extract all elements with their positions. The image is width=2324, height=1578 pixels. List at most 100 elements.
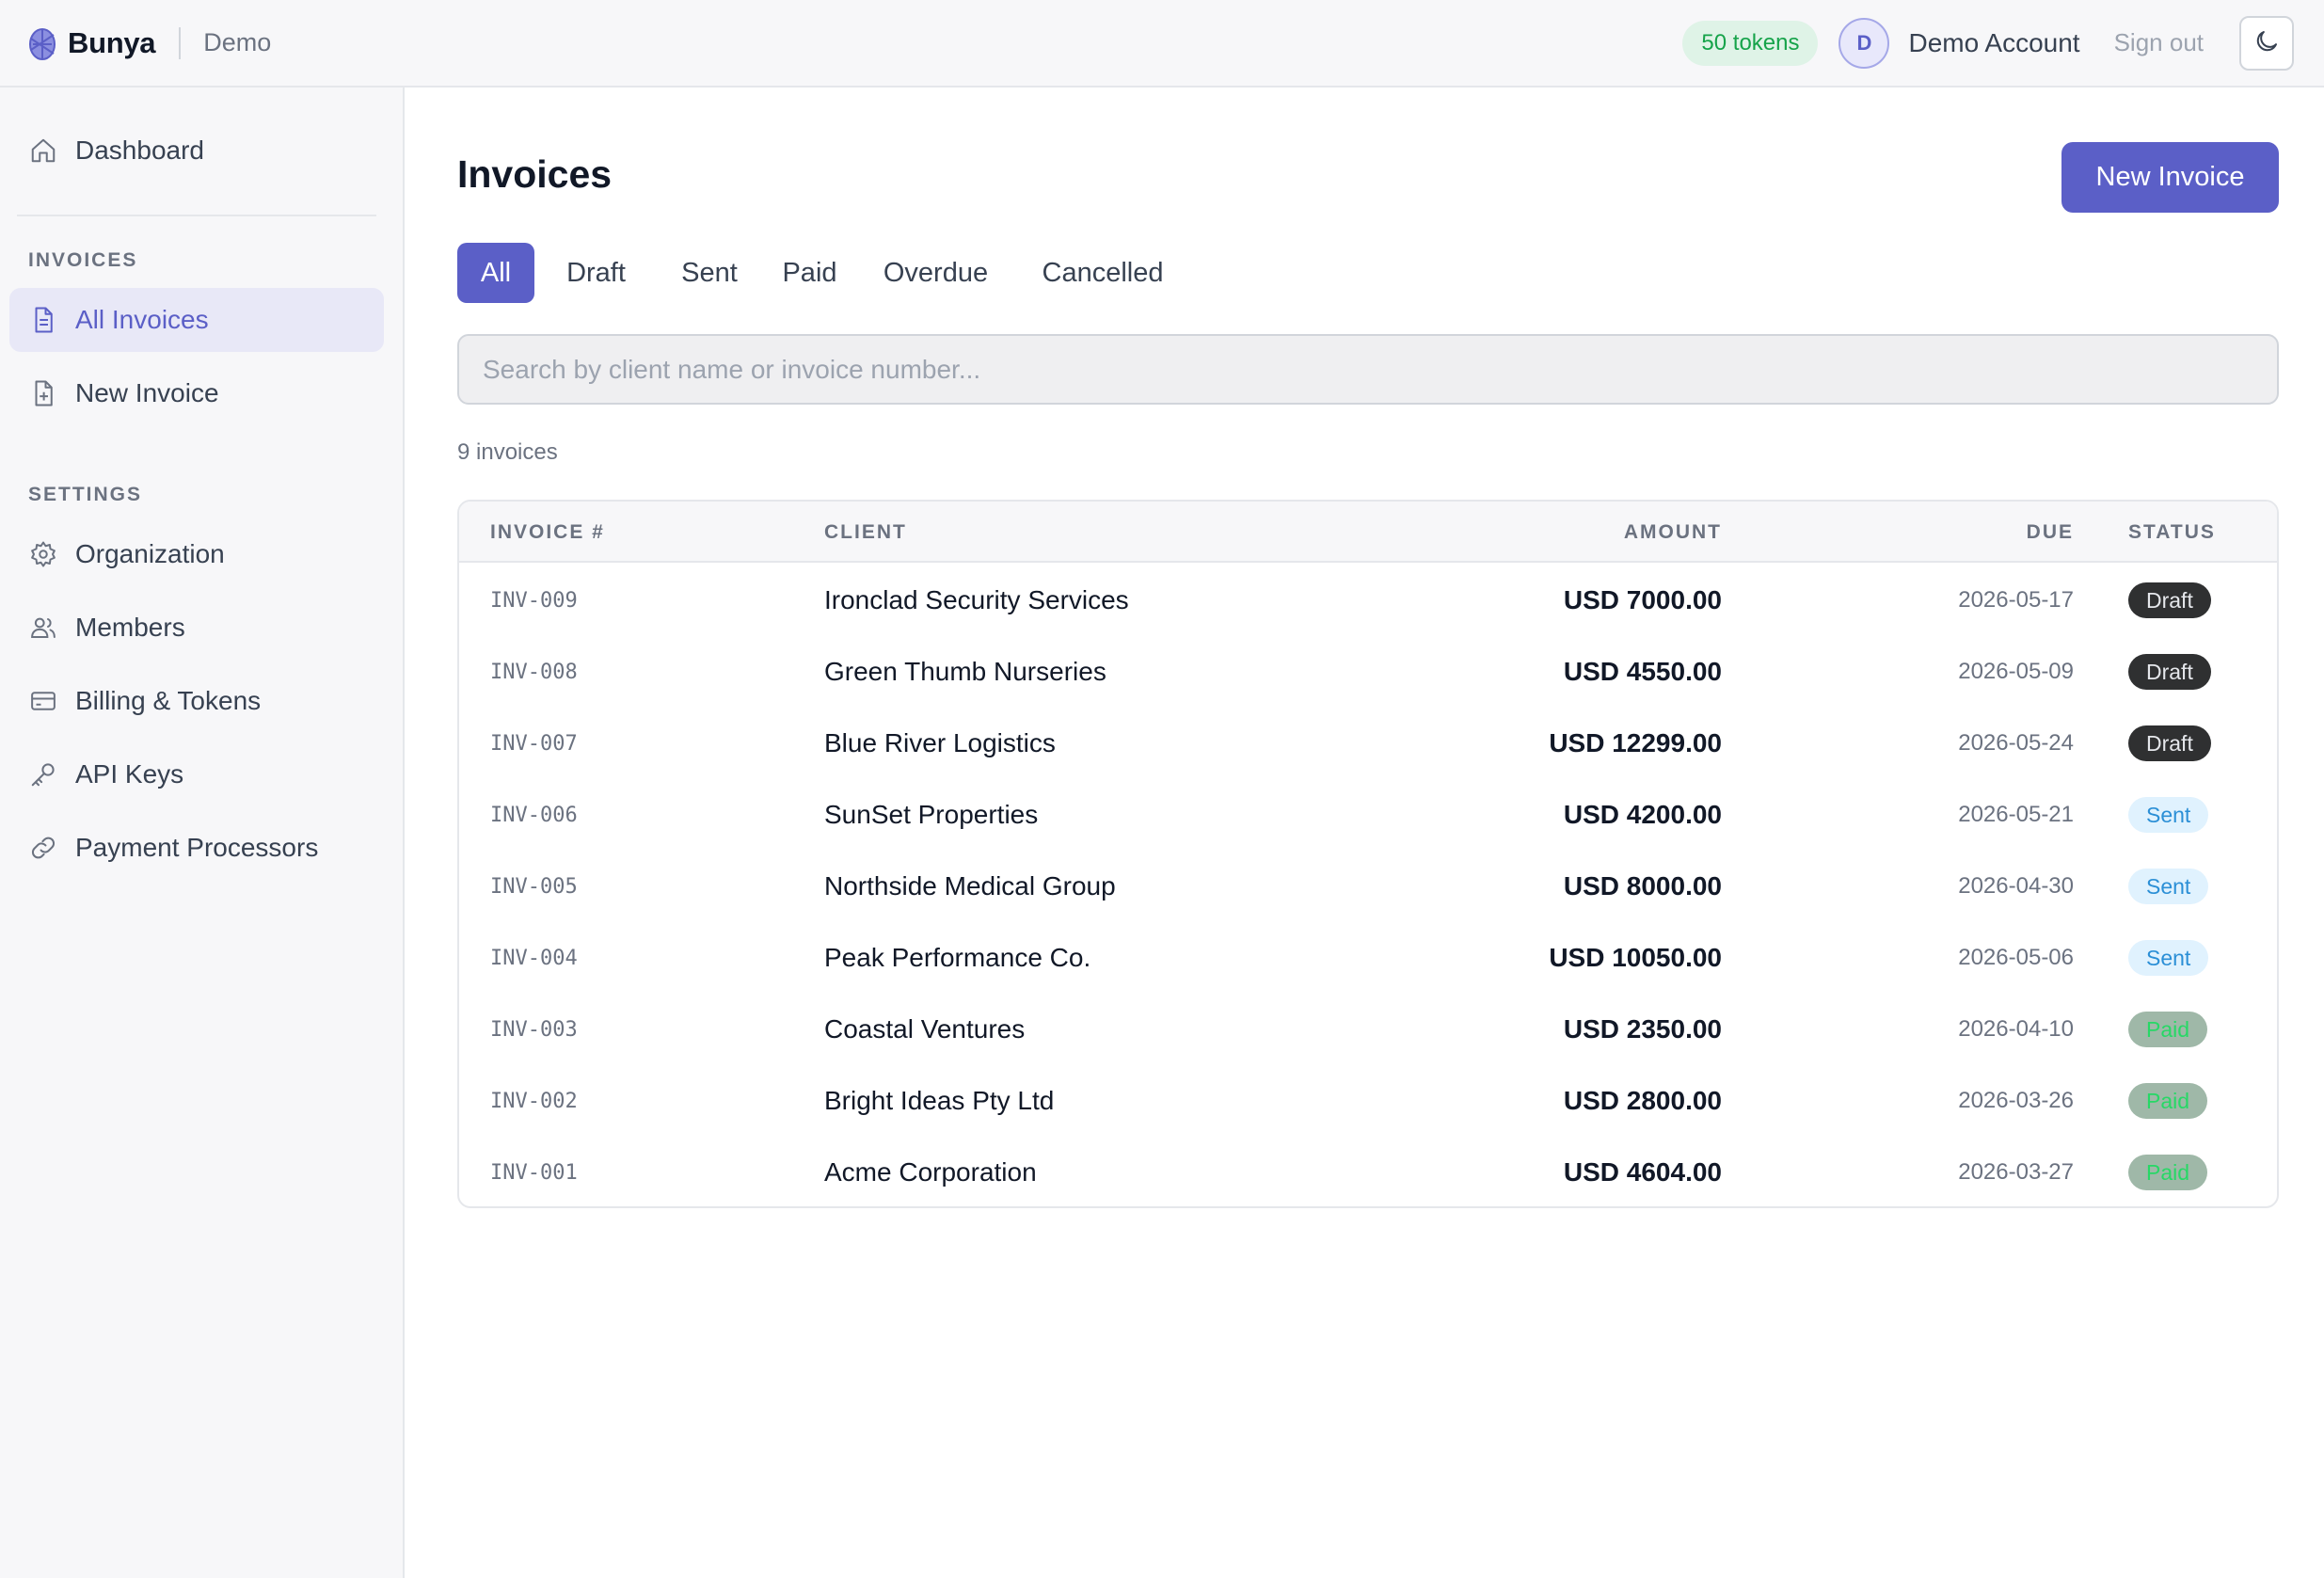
sidebar-item-all-invoices[interactable]: All Invoices [9, 288, 384, 352]
brand-divider [179, 26, 182, 59]
theme-toggle-button[interactable] [2239, 15, 2294, 71]
client-name: Northside Medical Group [824, 871, 1116, 901]
column-header-status[interactable]: STATUS [2128, 520, 2216, 543]
sidebar-item-label: API Keys [75, 759, 184, 789]
topbar-right: 50 tokens D Demo Account Sign out [1682, 15, 2294, 71]
sidebar-item-label: Organization [75, 539, 225, 568]
status-badge: Paid [2128, 1012, 2208, 1047]
invoice-number[interactable]: INV-009 [490, 588, 578, 613]
status-badge: Sent [2128, 869, 2209, 904]
sign-out-link[interactable]: Sign out [2113, 28, 2204, 56]
gear-icon [28, 539, 58, 569]
invoice-number[interactable]: INV-001 [490, 1160, 578, 1185]
sidebar-item-label: All Invoices [75, 305, 209, 334]
invoice-amount: USD 12299.00 [1549, 728, 1722, 757]
invoice-number[interactable]: INV-003 [490, 1017, 578, 1042]
sidebar-item-members[interactable]: Members [9, 596, 384, 660]
table-header: INVOICE # CLIENT AMOUNT DUE STATUS [459, 502, 2277, 563]
column-header-amount[interactable]: AMOUNT [1623, 520, 1722, 543]
status-badge: Draft [2128, 582, 2211, 618]
sidebar-item-label: Billing & Tokens [75, 686, 262, 715]
sidebar-item-new-invoice[interactable]: New Invoice [9, 361, 384, 425]
avatar[interactable]: D [1839, 17, 1890, 69]
sidebar-item-label: Dashboard [75, 135, 204, 165]
invoice-amount: USD 4200.00 [1563, 800, 1722, 829]
invoice-amount: USD 4604.00 [1563, 1157, 1722, 1187]
key-icon [28, 759, 58, 789]
invoice-amount: USD 10050.00 [1549, 943, 1722, 972]
sidebar-item-billing-tokens[interactable]: Billing & Tokens [9, 669, 384, 733]
users-icon [28, 613, 58, 643]
sidebar-item-organization[interactable]: Organization [9, 522, 384, 586]
search-input[interactable] [457, 334, 2279, 405]
invoice-count: 9 invoices [457, 439, 558, 465]
invoice-number[interactable]: INV-002 [490, 1089, 578, 1113]
credit-card-icon [28, 686, 58, 716]
status-badge: Sent [2128, 940, 2209, 976]
due-date: 2026-03-26 [1958, 1088, 2074, 1113]
tab-draft[interactable]: Draft [566, 257, 626, 288]
invoice-amount: USD 2350.00 [1563, 1014, 1722, 1044]
invoice-number[interactable]: INV-008 [490, 660, 578, 684]
tab-all[interactable]: All [457, 243, 534, 303]
pinecone-logo-icon [27, 25, 57, 61]
table-row[interactable]: INV-006 SunSet Properties USD 4200.00 20… [459, 779, 2277, 851]
invoice-number[interactable]: INV-004 [490, 946, 578, 970]
tab-cancelled[interactable]: Cancelled [1042, 257, 1164, 288]
link-icon [28, 833, 58, 863]
due-date: 2026-04-30 [1958, 873, 2074, 899]
due-date: 2026-05-24 [1958, 730, 2074, 756]
invoice-amount: USD 2800.00 [1563, 1086, 1722, 1115]
table-row[interactable]: INV-005 Northside Medical Group USD 8000… [459, 851, 2277, 922]
tab-overdue[interactable]: Overdue [883, 257, 989, 288]
invoice-amount: USD 4550.00 [1563, 657, 1722, 686]
home-icon [28, 135, 58, 166]
invoice-amount: USD 8000.00 [1563, 871, 1722, 901]
sidebar-item-dashboard[interactable]: Dashboard [9, 119, 384, 183]
client-name: Acme Corporation [824, 1157, 1037, 1187]
due-date: 2026-05-21 [1958, 802, 2074, 827]
new-invoice-button[interactable]: New Invoice [2061, 142, 2279, 213]
table-row[interactable]: INV-008 Green Thumb Nurseries USD 4550.0… [459, 636, 2277, 708]
token-balance-badge[interactable]: 50 tokens [1682, 20, 1819, 66]
table-row[interactable]: INV-003 Coastal Ventures USD 2350.00 202… [459, 994, 2277, 1065]
sidebar-item-label: Members [75, 613, 185, 642]
sidebar: Dashboard INVOICES All Invoices New Invo… [0, 88, 405, 1578]
due-date: 2026-05-09 [1958, 659, 2074, 684]
user-name: Demo Account [1908, 27, 2080, 57]
table-row[interactable]: INV-001 Acme Corporation USD 4604.00 202… [459, 1137, 2277, 1206]
brand[interactable]: Bunya Demo [27, 25, 271, 61]
tab-paid[interactable]: Paid [782, 257, 837, 288]
column-header-invoice-number[interactable]: INVOICE # [490, 520, 605, 543]
table-row[interactable]: INV-007 Blue River Logistics USD 12299.0… [459, 708, 2277, 779]
invoice-number[interactable]: INV-006 [490, 803, 578, 827]
top-bar: Bunya Demo 50 tokens D Demo Account Sign… [0, 0, 2324, 88]
status-filter-tabs: All Draft Sent Paid Overdue Cancelled [457, 243, 1192, 303]
column-header-client[interactable]: CLIENT [824, 520, 907, 543]
tab-sent[interactable]: Sent [681, 257, 738, 288]
page-title: Invoices [457, 152, 613, 196]
sidebar-item-label: New Invoice [75, 378, 219, 407]
invoice-number[interactable]: INV-005 [490, 874, 578, 899]
client-name: Coastal Ventures [824, 1014, 1026, 1044]
status-badge: Sent [2128, 797, 2209, 833]
sidebar-item-payment-processors[interactable]: Payment Processors [9, 816, 384, 880]
client-name: Ironclad Security Services [824, 585, 1129, 614]
table-row[interactable]: INV-004 Peak Performance Co. USD 10050.0… [459, 922, 2277, 994]
sidebar-item-api-keys[interactable]: API Keys [9, 742, 384, 806]
column-header-due[interactable]: DUE [2026, 520, 2074, 543]
invoices-table: INVOICE # CLIENT AMOUNT DUE STATUS INV-0… [457, 500, 2279, 1208]
invoice-number[interactable]: INV-007 [490, 731, 578, 756]
table-row[interactable]: INV-002 Bright Ideas Pty Ltd USD 2800.00… [459, 1065, 2277, 1137]
invoice-amount: USD 7000.00 [1563, 585, 1722, 614]
moon-icon [2252, 27, 2281, 58]
section-label-settings: SETTINGS [28, 484, 143, 505]
client-name: Green Thumb Nurseries [824, 657, 1106, 686]
due-date: 2026-03-27 [1958, 1159, 2074, 1185]
due-date: 2026-05-06 [1958, 945, 2074, 970]
section-label-invoices: INVOICES [28, 249, 138, 271]
file-plus-icon [28, 378, 58, 408]
client-name: Blue River Logistics [824, 728, 1056, 757]
table-row[interactable]: INV-009 Ironclad Security Services USD 7… [459, 565, 2277, 636]
sidebar-item-label: Payment Processors [75, 833, 319, 862]
